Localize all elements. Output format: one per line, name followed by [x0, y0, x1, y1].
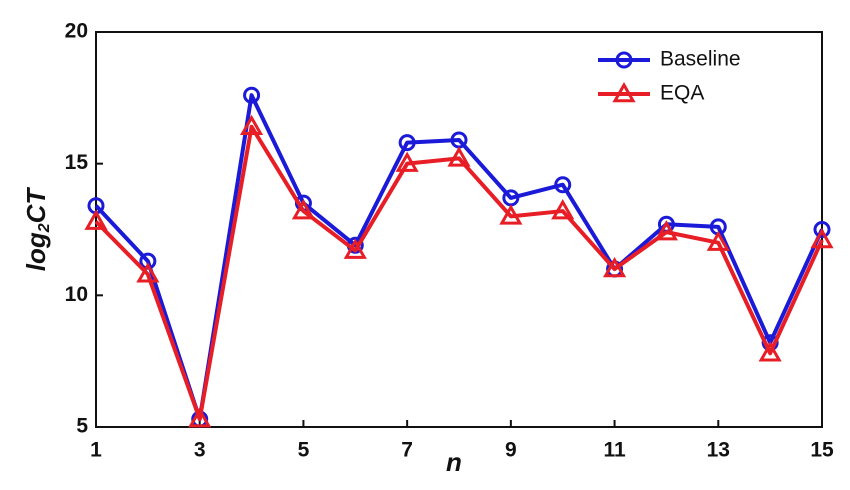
data-point	[243, 86, 261, 104]
x-tick-label: 9	[505, 439, 517, 462]
data-point	[551, 199, 575, 220]
data-point	[395, 151, 419, 172]
legend-label: EQA	[660, 82, 704, 105]
legend-marker	[615, 51, 633, 69]
data-point	[706, 230, 730, 251]
x-tick-label: 7	[401, 439, 413, 462]
x-tick-label: 1	[90, 439, 102, 462]
data-point	[136, 262, 160, 283]
x-tick-label: 11	[603, 439, 626, 462]
y-label-part: log	[21, 232, 51, 271]
data-point	[188, 407, 212, 428]
y-tick-label: 20	[65, 20, 88, 43]
y-label-part: CT	[21, 187, 51, 224]
data-point	[758, 341, 782, 362]
data-point	[810, 228, 834, 249]
x-tick-label: 13	[707, 439, 730, 462]
x-tick-label: 3	[194, 439, 206, 462]
y-label-sub: 2	[36, 223, 53, 233]
data-point	[813, 221, 831, 238]
x-tick-label: 15	[810, 439, 834, 462]
y-tick-label: 15	[65, 151, 89, 174]
data-point	[654, 220, 679, 241]
data-point	[602, 256, 627, 278]
y-tick-label: 10	[65, 283, 88, 306]
x-tick-label: 5	[298, 439, 310, 462]
y-tick-label: 5	[76, 415, 88, 438]
data-point	[398, 134, 416, 152]
legend-label: Baseline	[660, 48, 741, 71]
data-point	[554, 176, 572, 194]
data-point	[84, 209, 108, 230]
y-axis-label: log2CT	[21, 187, 53, 272]
x-axis-label: n	[446, 447, 462, 477]
data-point	[239, 114, 264, 136]
data-point	[447, 146, 471, 167]
legend-marker	[612, 81, 636, 103]
series-line	[94, 93, 824, 422]
data-point	[291, 199, 316, 220]
series-line	[94, 124, 824, 422]
data-point	[343, 238, 367, 259]
data-point	[499, 204, 523, 225]
